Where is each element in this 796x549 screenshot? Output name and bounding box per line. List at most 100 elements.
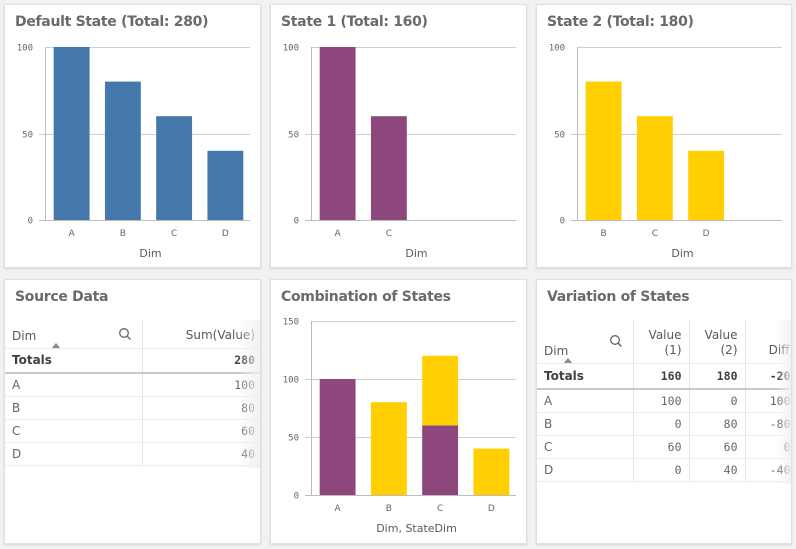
sort-ascending-icon[interactable] bbox=[51, 342, 61, 347]
bar-b-series-2[interactable] bbox=[370, 402, 407, 495]
panel-title: Default State (Total: 280) bbox=[15, 14, 209, 30]
x-category-label[interactable]: C bbox=[171, 229, 177, 239]
bar-a[interactable] bbox=[53, 47, 90, 220]
table-row[interactable]: C 60 60 0 bbox=[537, 435, 791, 459]
y-tick-label: 0 bbox=[294, 217, 299, 227]
column-header-label: Diff bbox=[768, 342, 790, 357]
bar-a-series-1[interactable] bbox=[319, 379, 356, 495]
cell-value-1: 60 bbox=[633, 435, 690, 459]
x-category-label[interactable]: B bbox=[120, 229, 126, 239]
bar-c-series-2[interactable] bbox=[422, 355, 459, 426]
cell-value-2: 60 bbox=[689, 435, 746, 459]
y-tick-label: 150 bbox=[283, 318, 299, 328]
variation-table: Dim Value (1) Value (2) Diff Totals 160 bbox=[537, 320, 791, 482]
bar-c-series-1[interactable] bbox=[422, 425, 459, 495]
totals-value: 280 bbox=[142, 348, 260, 374]
x-category-label[interactable]: B bbox=[386, 504, 392, 514]
cell-value-1: 0 bbox=[633, 412, 690, 436]
x-category-label[interactable]: C bbox=[652, 229, 658, 239]
x-category-label[interactable]: B bbox=[601, 229, 607, 239]
bar-chart-state2[interactable]: 0 50 100 B C D Dim bbox=[537, 5, 792, 268]
source-data-table: Dim Sum(Value) Totals 280 A 100 B 80 C bbox=[5, 320, 260, 466]
x-axis-title[interactable]: Dim bbox=[671, 247, 693, 260]
column-header-diff[interactable]: Diff bbox=[745, 320, 791, 364]
cell-value-2: 80 bbox=[689, 412, 746, 436]
cell-dim[interactable]: D bbox=[537, 458, 634, 482]
totals-value-2: 180 bbox=[689, 363, 746, 390]
bar-a[interactable] bbox=[319, 47, 356, 220]
panel-default-state: Default State (Total: 280) 0 50 100 A B C D Dim bbox=[4, 4, 261, 268]
column-header-label: Value bbox=[704, 327, 738, 342]
panel-variation: Variation of States Dim Value (1) Value … bbox=[536, 279, 792, 544]
bar-d-series-2[interactable] bbox=[473, 448, 510, 495]
x-category-label[interactable]: C bbox=[437, 504, 443, 514]
search-icon[interactable] bbox=[609, 334, 623, 348]
column-header-label: Value bbox=[648, 327, 682, 342]
sort-ascending-icon[interactable] bbox=[563, 357, 573, 362]
table-row[interactable]: C 60 bbox=[5, 419, 260, 443]
x-category-label[interactable]: D bbox=[488, 504, 495, 514]
x-axis-title[interactable]: Dim bbox=[139, 247, 161, 260]
table-row[interactable]: D 40 bbox=[5, 442, 260, 466]
totals-diff: -20 bbox=[745, 363, 791, 390]
bar-chart-state1[interactable]: 0 50 100 A C Dim bbox=[271, 5, 527, 268]
x-category-label[interactable]: C bbox=[386, 229, 392, 239]
cell-dim[interactable]: A bbox=[5, 373, 143, 397]
table-row[interactable]: B 0 80 -80 bbox=[537, 412, 791, 436]
totals-row: Totals 160 180 -20 bbox=[537, 363, 791, 390]
cell-value: 40 bbox=[142, 442, 260, 466]
x-category-label[interactable]: A bbox=[335, 229, 342, 239]
cell-dim[interactable]: D bbox=[5, 442, 143, 466]
y-tick-label: 50 bbox=[288, 131, 299, 141]
panel-title: Source Data bbox=[15, 289, 109, 305]
cell-dim[interactable]: B bbox=[537, 412, 634, 436]
bar-d[interactable] bbox=[688, 150, 725, 220]
bar-b[interactable] bbox=[104, 81, 141, 220]
x-axis-title[interactable]: Dim bbox=[405, 247, 427, 260]
cell-dim[interactable]: C bbox=[5, 419, 143, 443]
totals-label: Totals bbox=[5, 348, 143, 374]
cell-value: 100 bbox=[142, 373, 260, 397]
table-header-row: Dim Sum(Value) bbox=[5, 320, 260, 349]
table-row[interactable]: A 100 bbox=[5, 373, 260, 397]
x-category-label[interactable]: D bbox=[222, 229, 229, 239]
y-tick-label: 50 bbox=[288, 434, 299, 444]
column-header-label: Dim bbox=[12, 328, 37, 343]
column-header-label: Sum(Value) bbox=[185, 327, 255, 342]
y-tick-label: 100 bbox=[283, 44, 299, 54]
y-tick-label: 100 bbox=[17, 44, 33, 54]
x-category-label[interactable]: D bbox=[703, 229, 710, 239]
table-row[interactable]: B 80 bbox=[5, 396, 260, 420]
bar-chart-default-state[interactable]: 0 50 100 A B C D Dim bbox=[5, 5, 261, 268]
totals-row: Totals 280 bbox=[5, 348, 260, 374]
cell-diff: 0 bbox=[745, 435, 791, 459]
y-tick-label: 0 bbox=[560, 217, 565, 227]
column-header-dim[interactable]: Dim bbox=[537, 320, 634, 364]
x-category-label[interactable]: A bbox=[335, 504, 342, 514]
table-row[interactable]: D 0 40 -40 bbox=[537, 458, 791, 482]
totals-label: Totals bbox=[537, 363, 634, 390]
y-tick-label: 50 bbox=[22, 131, 33, 141]
bar-c[interactable] bbox=[370, 116, 407, 220]
bar-c[interactable] bbox=[636, 116, 673, 220]
x-axis-title[interactable]: Dim, StateDim bbox=[376, 522, 457, 535]
x-category-label[interactable]: A bbox=[69, 229, 76, 239]
bar-b[interactable] bbox=[585, 81, 622, 220]
bar-c[interactable] bbox=[156, 116, 193, 220]
totals-value-1: 160 bbox=[633, 363, 690, 390]
cell-dim[interactable]: C bbox=[537, 435, 634, 459]
cell-dim[interactable]: A bbox=[537, 389, 634, 413]
stacked-bar-chart-combination[interactable]: 0 50 100 150 A B C D Dim, StateDim bbox=[271, 280, 527, 544]
search-icon[interactable] bbox=[118, 327, 132, 341]
column-header-dim[interactable]: Dim bbox=[5, 320, 143, 349]
y-tick-label: 0 bbox=[294, 492, 299, 502]
table-row[interactable]: A 100 0 100 bbox=[537, 389, 791, 413]
column-header-value-1[interactable]: Value (1) bbox=[633, 320, 690, 364]
bar-d[interactable] bbox=[207, 150, 244, 220]
column-header-value-2[interactable]: Value (2) bbox=[689, 320, 746, 364]
table-header-row: Dim Value (1) Value (2) Diff bbox=[537, 320, 791, 364]
panel-title: Combination of States bbox=[281, 289, 451, 305]
cell-diff: -80 bbox=[745, 412, 791, 436]
column-header-sum-value[interactable]: Sum(Value) bbox=[142, 320, 260, 349]
cell-dim[interactable]: B bbox=[5, 396, 143, 420]
